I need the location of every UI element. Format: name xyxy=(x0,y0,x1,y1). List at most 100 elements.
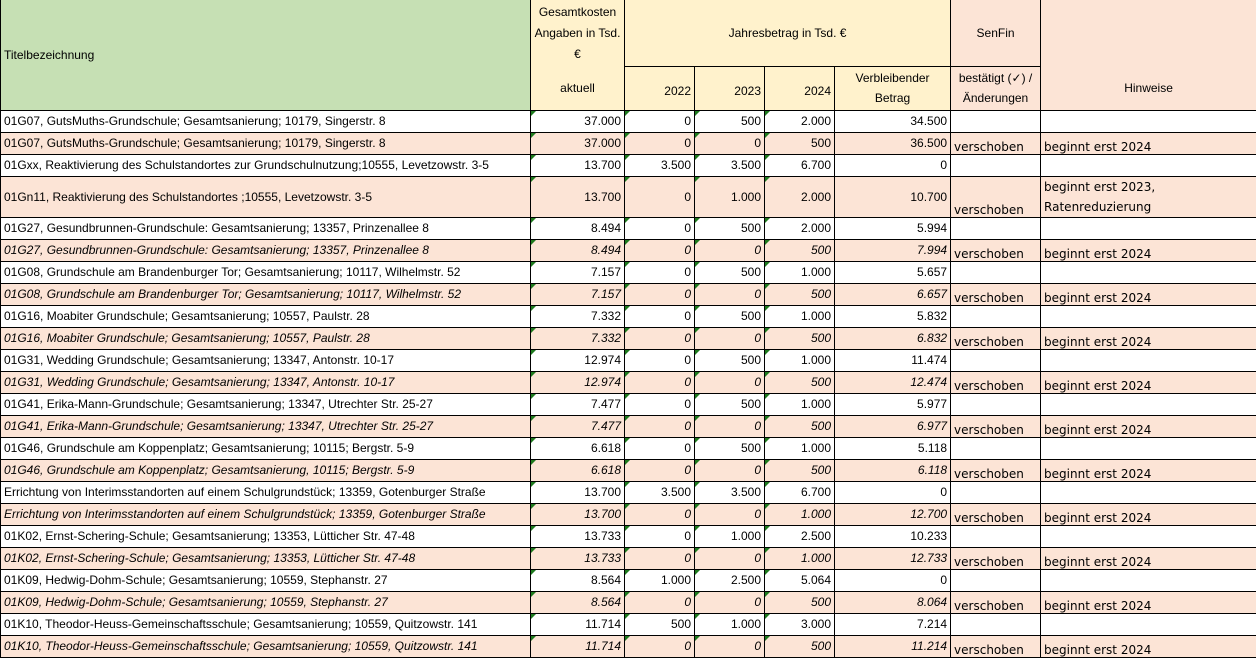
cell-2022: 0 xyxy=(624,326,695,350)
cell-2024: 1.000 xyxy=(764,502,835,526)
cell-2022: 0 xyxy=(624,502,695,526)
cell-hinweis xyxy=(1040,436,1256,460)
header-senfin: SenFin xyxy=(950,0,1042,67)
cell-2024: 5.064 xyxy=(764,568,835,592)
cell-hinweis: beginnt erst 2023, Ratenreduzierung xyxy=(1040,175,1256,218)
cell-2022: 0 xyxy=(624,304,695,328)
cell-2024: 2.000 xyxy=(764,109,835,133)
cell-title: 01G27, Gesundbrunnen-Grundschule: Gesamt… xyxy=(0,238,531,262)
cell-2022: 0 xyxy=(624,282,695,306)
cell-2022: 1.000 xyxy=(624,568,695,592)
cell-2022: 3.500 xyxy=(624,153,695,177)
cell-2024: 6.700 xyxy=(764,153,835,177)
cell-senfin: verschoben xyxy=(950,414,1042,438)
cell-aktuell: 13.700 xyxy=(530,175,625,218)
cell-aktuell: 11.714 xyxy=(530,634,625,658)
cell-2024: 6.700 xyxy=(764,480,835,504)
cell-2024: 500 xyxy=(764,238,835,262)
cell-senfin: verschoben xyxy=(950,238,1042,262)
cell-senfin: verschoben xyxy=(950,175,1042,218)
cell-2023: 0 xyxy=(694,370,765,394)
cell-verbleibend: 5.977 xyxy=(833,392,952,416)
table-row: Errichtung von Interimsstandorten auf ei… xyxy=(0,502,1256,526)
cell-title: 01G41, Erika-Mann-Grundschule; Gesamtsan… xyxy=(0,414,531,438)
cell-2023: 1.000 xyxy=(694,612,765,636)
cell-2023: 0 xyxy=(694,458,765,482)
cell-senfin: verschoben xyxy=(950,590,1042,614)
table-row: 01G46, Grundschule am Koppenplatz; Gesam… xyxy=(0,458,1256,482)
cell-senfin: verschoben xyxy=(950,282,1042,306)
cell-title: 01K09, Hedwig-Dohm-Schule; Gesamtsanieru… xyxy=(0,568,531,592)
cell-hinweis: beginnt erst 2024 xyxy=(1040,238,1256,262)
cell-verbleibend: 10.700 xyxy=(833,175,952,218)
cell-aktuell: 37.000 xyxy=(530,109,625,133)
table-row: 01G31, Wedding Grundschule; Gesamtsanier… xyxy=(0,348,1256,372)
cell-senfin: verschoben xyxy=(950,326,1042,350)
cell-aktuell: 7.332 xyxy=(530,304,625,328)
cell-2024: 1.000 xyxy=(764,348,835,372)
cell-2024: 1.000 xyxy=(764,546,835,570)
cell-hinweis xyxy=(1040,524,1256,548)
header-gesamtkosten: Gesamtkosten Angaben in Tsd. € xyxy=(530,0,625,66)
table-row: 01G41, Erika-Mann-Grundschule; Gesamtsan… xyxy=(0,392,1256,416)
cell-title: 01G08, Grundschule am Brandenburger Tor;… xyxy=(0,282,531,306)
cell-2023: 0 xyxy=(694,546,765,570)
cell-aktuell: 12.974 xyxy=(530,370,625,394)
table-row: 01G08, Grundschule am Brandenburger Tor;… xyxy=(0,260,1256,284)
cell-2023: 0 xyxy=(694,634,765,658)
cell-verbleibend: 5.994 xyxy=(833,216,952,240)
cell-2022: 0 xyxy=(624,634,695,658)
cell-senfin xyxy=(950,109,1042,133)
cell-senfin xyxy=(950,153,1042,177)
table-row: 01G07, GutsMuths-Grundschule; Gesamtsani… xyxy=(0,109,1256,133)
cell-2022: 0 xyxy=(624,238,695,262)
header-year-2024: 2024 xyxy=(764,66,835,111)
cell-2024: 500 xyxy=(764,326,835,350)
table-row: 01G46, Grundschule am Koppenplatz; Gesam… xyxy=(0,436,1256,460)
cell-title: 01G31, Wedding Grundschule; Gesamtsanier… xyxy=(0,370,531,394)
cell-aktuell: 11.714 xyxy=(530,612,625,636)
cell-2024: 500 xyxy=(764,634,835,658)
cell-verbleibend: 11.214 xyxy=(833,634,952,658)
cell-aktuell: 7.157 xyxy=(530,260,625,284)
cell-2023: 500 xyxy=(694,392,765,416)
cell-aktuell: 6.618 xyxy=(530,458,625,482)
header-bestaetigt: bestätigt (✓) / Änderungen xyxy=(950,66,1042,111)
cell-2024: 3.000 xyxy=(764,612,835,636)
header-aktuell: aktuell xyxy=(530,66,625,111)
cell-title: 01G16, Moabiter Grundschule; Gesamtsanie… xyxy=(0,304,531,328)
cell-title: 01G46, Grundschule am Koppenplatz; Gesam… xyxy=(0,458,531,482)
cell-senfin xyxy=(950,216,1042,240)
cell-title: Errichtung von Interimsstandorten auf ei… xyxy=(0,480,531,504)
cell-hinweis: beginnt erst 2024 xyxy=(1040,282,1256,306)
cell-2023: 500 xyxy=(694,260,765,284)
cell-aktuell: 7.157 xyxy=(530,282,625,306)
cell-2023: 0 xyxy=(694,326,765,350)
header-year-2022: 2022 xyxy=(624,66,695,111)
cell-aktuell: 13.700 xyxy=(530,480,625,504)
table-row: 01G27, Gesundbrunnen-Grundschule: Gesamt… xyxy=(0,238,1256,262)
cell-verbleibend: 7.214 xyxy=(833,612,952,636)
cell-2023: 1.000 xyxy=(694,175,765,218)
table-row: 01G41, Erika-Mann-Grundschule; Gesamtsan… xyxy=(0,414,1256,438)
header-jahresbetrag: Jahresbetrag in Tsd. € xyxy=(623,0,952,67)
cell-2022: 0 xyxy=(624,392,695,416)
cell-senfin xyxy=(950,524,1042,548)
cell-senfin xyxy=(950,348,1042,372)
cell-verbleibend: 12.733 xyxy=(833,546,952,570)
cell-2023: 500 xyxy=(694,304,765,328)
table-row: 01Gxx, Reaktivierung des Schulstandortes… xyxy=(0,153,1256,177)
cell-verbleibend: 7.994 xyxy=(833,238,952,262)
cell-2024: 500 xyxy=(764,131,835,155)
cell-2023: 0 xyxy=(694,414,765,438)
cell-hinweis: beginnt erst 2024 xyxy=(1040,590,1256,614)
cell-2024: 1.000 xyxy=(764,436,835,460)
cell-title: 01K02, Ernst-Schering-Schule; Gesamtsani… xyxy=(0,546,531,570)
cell-2023: 0 xyxy=(694,590,765,614)
cell-aktuell: 37.000 xyxy=(530,131,625,155)
cell-aktuell: 7.332 xyxy=(530,326,625,350)
table-row: 01K10, Theodor-Heuss-Gemeinschaftsschule… xyxy=(0,612,1256,636)
cell-title: 01G07, GutsMuths-Grundschule; Gesamtsani… xyxy=(0,131,531,155)
table-row: 01G16, Moabiter Grundschule; Gesamtsanie… xyxy=(0,304,1256,328)
